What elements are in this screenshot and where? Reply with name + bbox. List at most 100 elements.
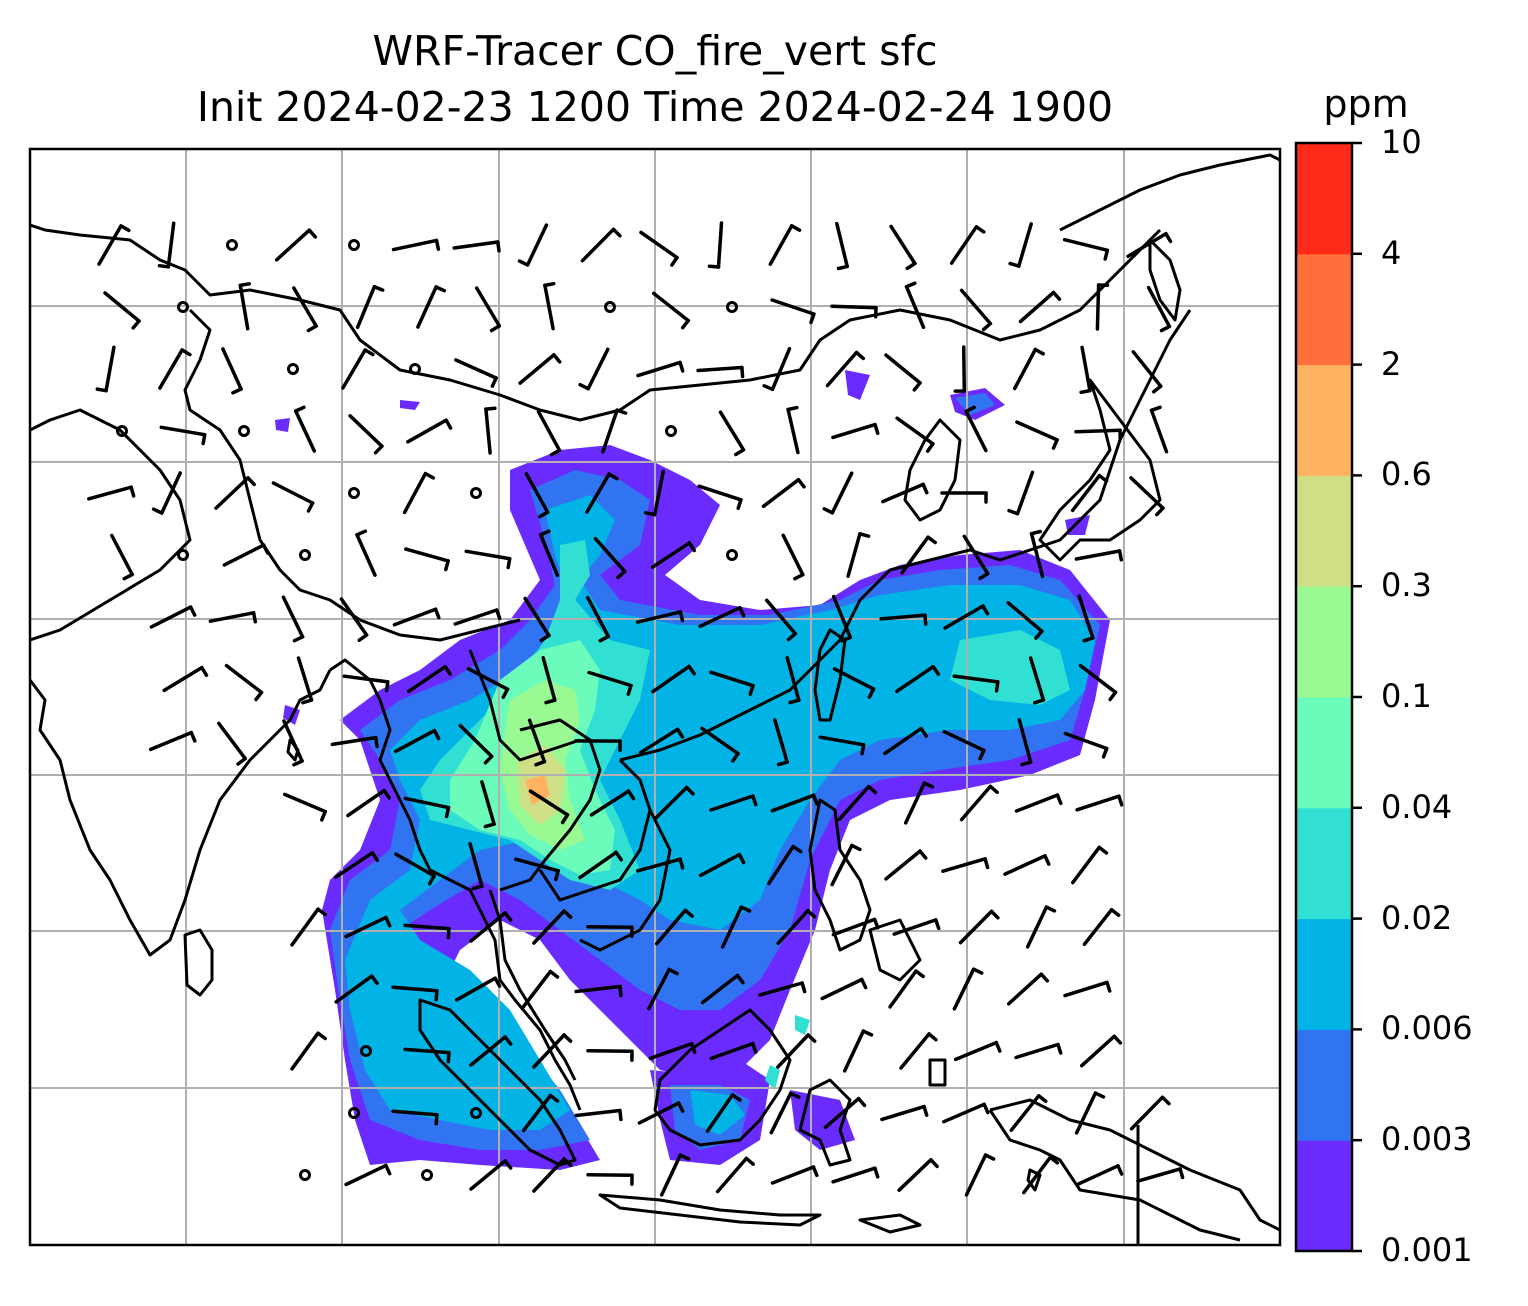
- wind-barb-flag: [1043, 854, 1051, 866]
- wind-barb: [292, 286, 318, 328]
- wind-barb-flag: [131, 319, 141, 330]
- wind-barb-flag: [1051, 438, 1059, 450]
- wind-barb-flag: [292, 759, 304, 767]
- wind-barb: [392, 607, 438, 627]
- calm-wind-circle: [360, 1045, 372, 1057]
- wind-barb: [281, 595, 305, 639]
- wind-barb-flag: [446, 926, 451, 940]
- wind-barb-flag: [731, 751, 740, 763]
- wind-barb-flag: [983, 1153, 996, 1161]
- wind-barb-flag: [598, 634, 611, 643]
- calm-wind-circle: [470, 487, 482, 499]
- wind-barb-flag: [307, 228, 318, 239]
- wind-barb: [464, 549, 512, 561]
- colorbar-tick-label: 2: [1381, 344, 1402, 383]
- wind-barb: [952, 967, 976, 1011]
- wind-barb: [1062, 237, 1110, 253]
- wind-barb-flag: [788, 1091, 801, 1099]
- wind-barb-flag: [517, 259, 530, 267]
- wind-barb-flag: [840, 635, 853, 643]
- wind-barb: [786, 407, 800, 455]
- wind-barb-flag: [751, 794, 758, 807]
- wind-barb-flag: [562, 1033, 573, 1043]
- wind-barb: [1146, 285, 1172, 329]
- wind-barb: [296, 656, 314, 702]
- wind-barb: [883, 726, 923, 756]
- colorbar-tick-label: 0.001: [1381, 1231, 1473, 1269]
- wind-barb-flag: [496, 240, 501, 253]
- wind-barb: [770, 298, 816, 316]
- wind-barb: [290, 907, 320, 947]
- colorbar-segment: [1296, 697, 1352, 809]
- wind-barb-flag: [811, 1165, 819, 1178]
- wind-barb: [889, 224, 917, 266]
- wind-barb-flag: [534, 759, 547, 767]
- wind-barb-flag: [554, 869, 560, 882]
- wind-barb: [770, 1165, 816, 1185]
- wind-barb-flag: [626, 789, 636, 801]
- wind-barb-flag: [806, 1033, 817, 1043]
- wind-barb-flag: [1097, 845, 1109, 855]
- wind-barb: [333, 851, 375, 879]
- wind-barb: [543, 283, 555, 331]
- wind-barb-flag: [372, 284, 385, 292]
- wind-barb: [1075, 794, 1121, 812]
- wind-barb: [346, 788, 386, 818]
- wind-barb: [1014, 793, 1060, 813]
- wind-barb-flag: [1029, 529, 1043, 536]
- wind-barb-flag: [251, 611, 258, 624]
- wind-barb-flag: [236, 756, 247, 766]
- wind-barb: [781, 533, 805, 577]
- wind-barb-flag: [914, 969, 925, 979]
- wind-barb-flag: [1112, 1034, 1123, 1045]
- wind-barb: [1018, 290, 1056, 324]
- calm-wind-circle: [348, 487, 360, 499]
- wind-barb: [407, 664, 447, 694]
- wind-barb: [720, 905, 744, 949]
- wind-barb-flag: [735, 973, 745, 985]
- wind-barb: [648, 1041, 694, 1061]
- wind-barb-flag: [503, 911, 513, 922]
- wind-barb-flag: [543, 281, 556, 288]
- wind-barb: [895, 664, 935, 694]
- wind-barb-flag: [776, 760, 789, 767]
- wind-barb-flag: [151, 507, 164, 515]
- wind-barb-flag: [836, 264, 849, 271]
- colorbar-tick-label: 0.1: [1381, 677, 1432, 715]
- wind-barb-flag: [1034, 629, 1044, 640]
- wind-barb: [1136, 1167, 1182, 1183]
- wind-barb: [823, 1096, 861, 1130]
- wind-barb-flag: [1117, 794, 1124, 807]
- wind-barb: [532, 1033, 566, 1069]
- wind-barb: [394, 852, 436, 878]
- wind-barb-flag: [444, 559, 450, 572]
- wind-barb: [650, 541, 692, 569]
- wind-barb-flag: [856, 1096, 867, 1108]
- wind-barb-flag: [538, 529, 551, 537]
- wind-barb-flag: [1051, 290, 1062, 301]
- wind-barb-flag: [1101, 746, 1109, 759]
- wind-barb-flag: [384, 915, 392, 928]
- wind-barb-flag: [188, 605, 197, 617]
- wind-barb: [538, 532, 560, 578]
- wind-barb: [282, 792, 328, 814]
- wind-barb-flag: [544, 698, 557, 705]
- wind-barb: [825, 350, 859, 388]
- colorbar-segment: [1296, 475, 1352, 587]
- wind-barb-flag: [316, 1031, 327, 1041]
- wind-barb-flag: [1151, 384, 1163, 394]
- wind-barb: [521, 1093, 553, 1133]
- wind-barb-flag: [1055, 793, 1063, 806]
- wind-barb-flag: [489, 324, 502, 333]
- wind-barb: [391, 238, 439, 252]
- wind-barb-flag: [471, 884, 484, 891]
- wind-barb-flag: [548, 1093, 560, 1103]
- wind-barb-flag: [444, 805, 451, 819]
- wind-barb-flag: [786, 405, 799, 412]
- wind-barb: [709, 794, 755, 812]
- wind-barb-flag: [1056, 1042, 1063, 1055]
- wind-barb-flag: [675, 727, 685, 739]
- wind-barb-flag: [616, 569, 627, 580]
- wind-barb: [1080, 345, 1092, 393]
- calm-wind-circle: [470, 1107, 482, 1119]
